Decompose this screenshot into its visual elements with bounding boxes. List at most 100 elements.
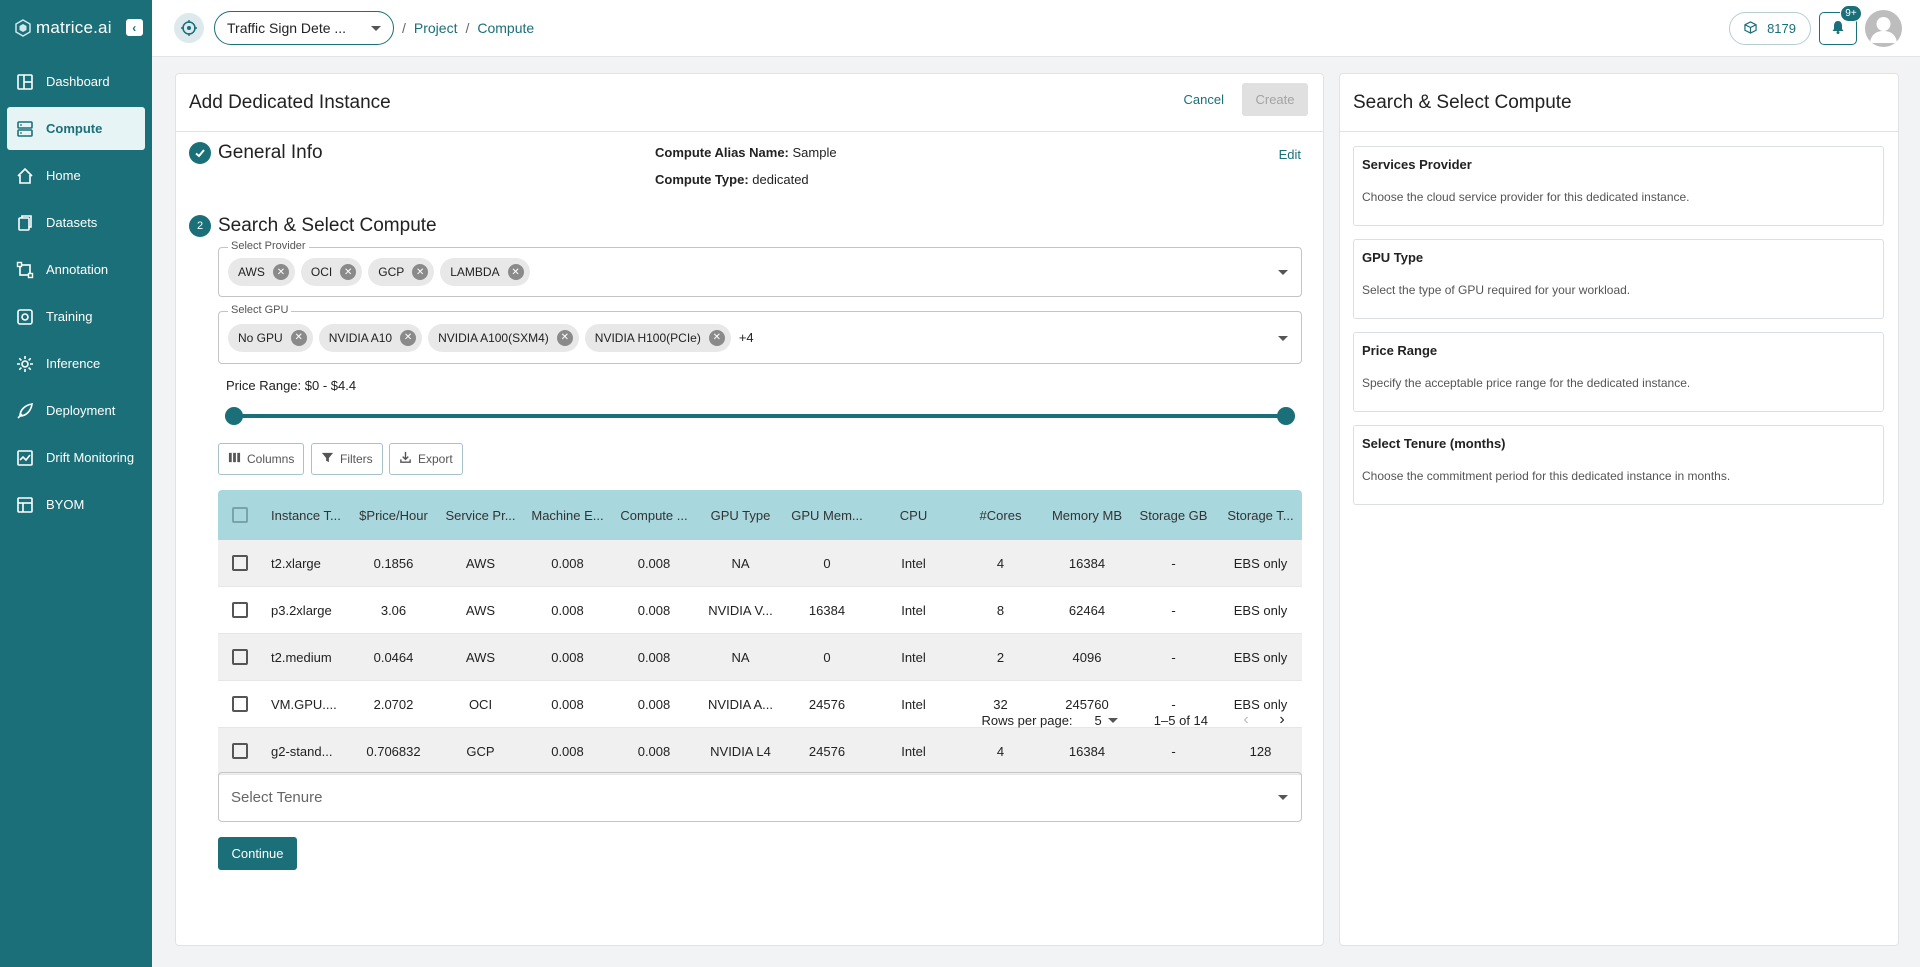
remove-chip-icon[interactable]: ✕ [556, 329, 573, 346]
remove-chip-icon[interactable]: ✕ [272, 264, 289, 280]
sidebar-item-compute[interactable]: Compute [7, 107, 145, 150]
price-range-slider[interactable] [225, 406, 1295, 426]
sidebar-item-dashboard[interactable]: Dashboard [7, 60, 145, 103]
table-cell: NA [731, 555, 750, 571]
sidebar-item-drift-monitoring[interactable]: Drift Monitoring [7, 436, 145, 479]
sidebar-item-byom[interactable]: BYOM [7, 483, 145, 526]
sidebar-item-datasets[interactable]: Datasets [7, 201, 145, 244]
sidebar-item-label: Dashboard [46, 74, 110, 89]
gpu-select[interactable]: Select GPU No GPU ✕ NVIDIA A10 ✕ NVIDIA A1… [218, 304, 1302, 364]
breadcrumb-separator: / [402, 20, 406, 36]
row-checkbox[interactable] [232, 555, 248, 571]
project-icon [174, 13, 204, 43]
next-page-button[interactable]: › [1279, 711, 1285, 728]
breadcrumb-separator: / [465, 20, 470, 36]
chip-label: OCI [310, 265, 333, 279]
table-row[interactable]: t2.xlarge 0.1856 AWS 0.008 0.008 NA 0 In… [218, 540, 1302, 587]
avatar[interactable] [1865, 10, 1902, 47]
logo-row: matrice.ai ‹ [0, 0, 152, 55]
slider-track [225, 414, 1295, 418]
column-header[interactable]: #Cores [979, 507, 1022, 523]
breadcrumb-compute[interactable]: Compute [477, 20, 535, 36]
column-header[interactable]: Memory MB [1051, 507, 1123, 523]
remove-chip-icon[interactable]: ✕ [400, 329, 417, 346]
export-button[interactable]: Export [389, 443, 463, 475]
sidebar-item-home[interactable]: Home [7, 154, 145, 197]
credits-button[interactable]: 8179 [1729, 12, 1811, 45]
sidebar: matrice.ai ‹ Dashboard Compute Home Data… [0, 0, 152, 967]
sidebar-item-annotation[interactable]: Annotation [7, 248, 145, 291]
row-checkbox[interactable] [232, 602, 248, 618]
filters-button[interactable]: Filters [311, 443, 383, 475]
compute-icon [16, 120, 34, 138]
rows-per-page-select[interactable]: 5 [1095, 713, 1118, 728]
provider-select[interactable]: Select Provider AWS ✕ OCI ✕ GCP ✕ LAMBDA ✕ [218, 240, 1302, 297]
table-cell: NVIDIA L4 [710, 743, 771, 759]
row-checkbox[interactable] [232, 743, 248, 759]
table-row[interactable]: VM.GPU.... 2.0702 OCI 0.008 0.008 NVIDIA… [218, 681, 1302, 728]
table-cell: NVIDIA V... [708, 602, 773, 618]
continue-button[interactable]: Continue [218, 837, 297, 870]
chip-label: No GPU [238, 330, 283, 345]
type-row: Compute Type: dedicated [655, 172, 809, 187]
logo-mark-icon [14, 18, 32, 37]
column-header[interactable]: Storage T... [1227, 507, 1294, 523]
column-header[interactable]: GPU Type [710, 507, 771, 523]
remove-chip-icon[interactable]: ✕ [708, 329, 725, 346]
column-header[interactable]: Service Pr... [445, 507, 516, 523]
remove-chip-icon[interactable]: ✕ [290, 329, 307, 346]
table-cell: 0.0464 [373, 649, 414, 665]
type-label: Compute Type: [655, 172, 749, 187]
breadcrumb: / Project / Compute [402, 20, 534, 36]
table-row[interactable]: g2-stand... 0.706832 GCP 0.008 0.008 NVI… [218, 728, 1302, 775]
prev-page-button[interactable]: ‹ [1243, 711, 1249, 728]
sidebar-item-deployment[interactable]: Deployment [7, 389, 145, 432]
row-checkbox[interactable] [232, 696, 248, 712]
column-header[interactable]: CPU [899, 507, 928, 523]
column-header[interactable]: Machine E... [531, 507, 604, 523]
slider-thumb-max[interactable] [1277, 407, 1295, 425]
sidebar-item-inference[interactable]: Inference [7, 342, 145, 385]
tenure-select[interactable]: Select Tenure [218, 772, 1302, 822]
column-header[interactable]: $Price/Hour [359, 507, 428, 523]
table-row[interactable]: t2.medium 0.0464 AWS 0.008 0.008 NA 0 In… [218, 634, 1302, 681]
project-name: Traffic Sign Dete ... [227, 20, 347, 36]
table-cell: 24576 [808, 743, 846, 759]
search-heading: 2 Search & Select Compute [189, 215, 437, 237]
table-cell: 0.008 [637, 602, 671, 618]
add-instance-panel: Add Dedicated Instance Cancel Create Gen… [175, 73, 1324, 946]
bell-icon [1830, 19, 1846, 38]
column-header[interactable]: Instance T... [271, 507, 341, 523]
remove-chip-icon[interactable]: ✕ [340, 264, 357, 280]
chevron-down-icon [1107, 717, 1118, 723]
panel-header: Add Dedicated Instance Cancel Create [176, 74, 1323, 132]
create-button[interactable]: Create [1242, 83, 1308, 116]
column-header[interactable]: Storage GB [1139, 507, 1208, 523]
header-actions: Cancel Create [1178, 83, 1308, 116]
table-row[interactable]: p3.2xlarge 3.06 AWS 0.008 0.008 NVIDIA V… [218, 587, 1302, 634]
project-select[interactable]: Traffic Sign Dete ... [214, 11, 394, 45]
column-header[interactable]: Compute ... [620, 507, 688, 523]
remove-chip-icon[interactable]: ✕ [507, 264, 524, 280]
info-card-desc: Choose the cloud service provider for th… [1362, 190, 1690, 204]
remove-chip-icon[interactable]: ✕ [412, 264, 429, 280]
row-checkbox[interactable] [232, 649, 248, 665]
slider-thumb-min[interactable] [225, 407, 243, 425]
sidebar-item-training[interactable]: Training [7, 295, 145, 338]
cancel-button[interactable]: Cancel [1183, 92, 1224, 107]
notifications-button[interactable]: 9+ [1819, 5, 1862, 45]
collapse-sidebar-button[interactable]: ‹ [125, 19, 143, 36]
columns-button[interactable]: Columns [218, 443, 305, 475]
column-header[interactable]: GPU Mem... [791, 507, 863, 523]
table-cell: p3.2xlarge [271, 602, 332, 618]
columns-label: Columns [247, 452, 295, 466]
table-cell: Intel [901, 649, 926, 665]
edit-general-info-link[interactable]: Edit [1278, 147, 1301, 162]
info-card-tenure: Select Tenure (months) Choose the commit… [1353, 425, 1884, 505]
select-all-checkbox[interactable] [232, 507, 248, 523]
table-cell: GCP [466, 743, 495, 759]
breadcrumb-project[interactable]: Project [413, 20, 458, 36]
row-select-cell [218, 649, 262, 665]
compute-table: Instance T... $Price/Hour Service Pr... … [218, 490, 1302, 775]
datasets-icon [16, 214, 34, 232]
